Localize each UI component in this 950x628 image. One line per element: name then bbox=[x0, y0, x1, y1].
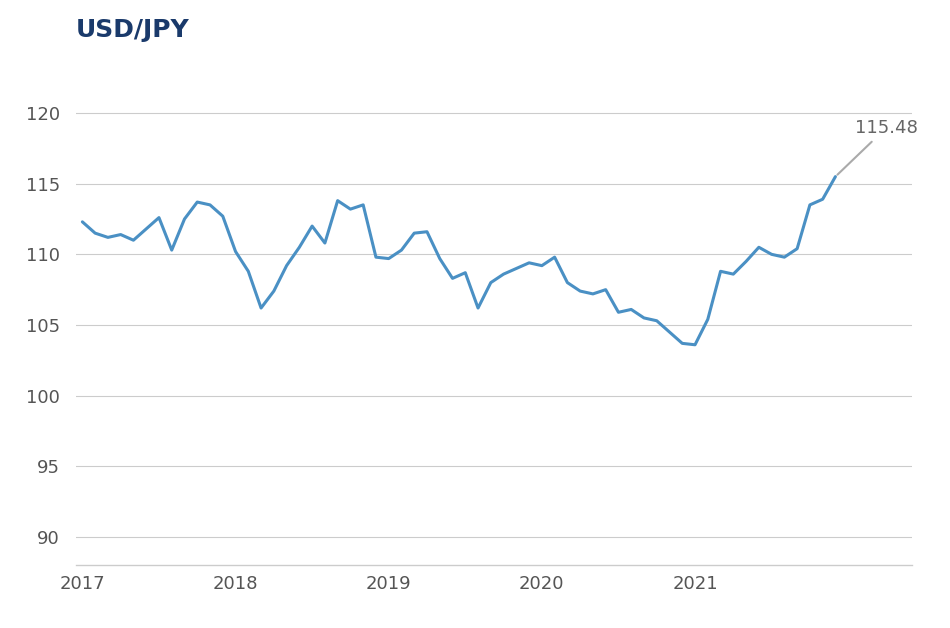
Text: 115.48: 115.48 bbox=[838, 119, 918, 175]
Text: USD/JPY: USD/JPY bbox=[76, 18, 190, 42]
